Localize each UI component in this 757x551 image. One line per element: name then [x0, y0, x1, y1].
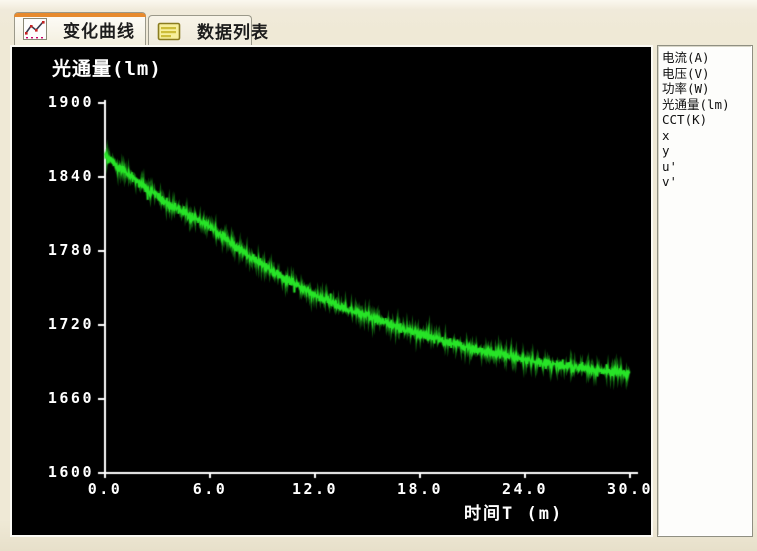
- legend-item[interactable]: 电压(V): [662, 65, 710, 81]
- x-tick-label: 12.0: [291, 480, 339, 498]
- tab-data-list[interactable]: 数据列表: [148, 15, 268, 45]
- data-list-icon: [157, 22, 181, 40]
- legend-item[interactable]: 功率(W): [662, 81, 710, 96]
- legend-item[interactable]: v': [662, 174, 678, 189]
- legend-item[interactable]: 电流(A): [662, 50, 710, 65]
- chart-canvas: [12, 47, 651, 535]
- chart-title: 光通量(lm): [52, 58, 162, 80]
- legend-item[interactable]: u': [662, 158, 678, 174]
- chart-panel: 光通量(lm) 时间T (m) 1900 1840 1780 1720 1660 1600…: [10, 45, 653, 537]
- y-tick-label: 1780: [47, 241, 94, 259]
- x-tick-label: 6.0: [192, 480, 228, 498]
- y-tick-label: 1840: [47, 167, 94, 185]
- legend-panel: 电流(A) 电压(V) 功率(W) 光通量(lm) CCT(K) x y u' v': [657, 45, 753, 537]
- chart-plot-area: 光通量(lm) 时间T (m) 1900 1840 1780 1720 1660 1600…: [12, 47, 651, 535]
- y-tick-label: 1600: [47, 463, 94, 481]
- legend-item[interactable]: x: [662, 127, 670, 143]
- y-tick-label: 1900: [47, 93, 94, 111]
- tab-data-list-label: 数据列表: [197, 23, 269, 42]
- tab-change-curve-label: 变化曲线: [63, 21, 135, 41]
- legend-list: 电流(A) 电压(V) 功率(W) 光通量(lm) CCT(K) x y u' v': [662, 50, 752, 190]
- x-tick-label: 24.0: [501, 480, 549, 498]
- x-axis-title: 时间T (m): [464, 504, 564, 524]
- curve-chart-icon: [23, 18, 47, 40]
- y-tick-label: 1720: [47, 315, 94, 333]
- x-tick-label: 18.0: [396, 480, 444, 498]
- x-tick-label: 30.0: [606, 480, 654, 498]
- y-tick-label: 1660: [47, 389, 94, 407]
- x-tick-label: 0.0: [87, 480, 123, 498]
- tab-change-curve[interactable]: 变化曲线: [14, 12, 146, 45]
- legend-item[interactable]: y: [662, 143, 670, 158]
- legend-item[interactable]: CCT(K): [662, 112, 708, 127]
- legend-item[interactable]: 光通量(lm): [662, 96, 730, 112]
